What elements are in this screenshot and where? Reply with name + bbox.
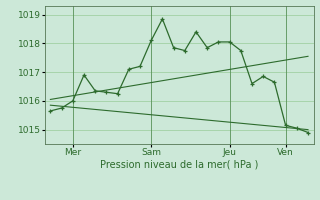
X-axis label: Pression niveau de la mer( hPa ): Pression niveau de la mer( hPa ) bbox=[100, 160, 258, 170]
